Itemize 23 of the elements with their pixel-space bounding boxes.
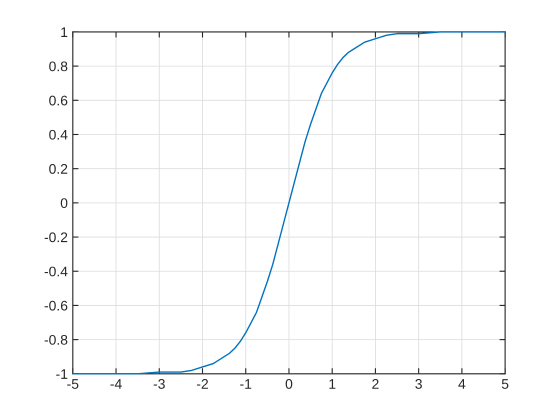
y-tick-label: -0.4 bbox=[44, 266, 68, 276]
y-tick-label: 0.6 bbox=[49, 96, 68, 106]
x-tick-label: 0 bbox=[286, 379, 292, 389]
line-series bbox=[72, 31, 506, 374]
x-tick-label: 4 bbox=[458, 379, 466, 389]
y-tick-label: 0.8 bbox=[49, 61, 68, 72]
y-tick-label: 1 bbox=[61, 27, 68, 37]
y-tick-label: -0.2 bbox=[44, 232, 68, 242]
y-tick-label: 0.2 bbox=[49, 164, 68, 174]
x-tick-label: -3 bbox=[154, 379, 165, 389]
x-tick-label: 1 bbox=[329, 379, 336, 389]
y-tick-label: -0.8 bbox=[44, 334, 68, 345]
y-tick-label: -0.6 bbox=[44, 300, 68, 311]
y-tick-label: 0 bbox=[60, 198, 68, 208]
x-tick-label: 5 bbox=[502, 379, 508, 389]
x-tick-label: 2 bbox=[372, 379, 379, 389]
x-tick-label: -5 bbox=[67, 379, 78, 389]
x-tick-label: -4 bbox=[110, 379, 122, 389]
x-tick-label: -2 bbox=[196, 379, 208, 389]
x-tick-label: -1 bbox=[240, 379, 252, 389]
x-tick-label: 3 bbox=[415, 379, 422, 389]
y-tick-label: -1 bbox=[56, 369, 68, 379]
y-tick-label: 0.4 bbox=[49, 130, 68, 140]
